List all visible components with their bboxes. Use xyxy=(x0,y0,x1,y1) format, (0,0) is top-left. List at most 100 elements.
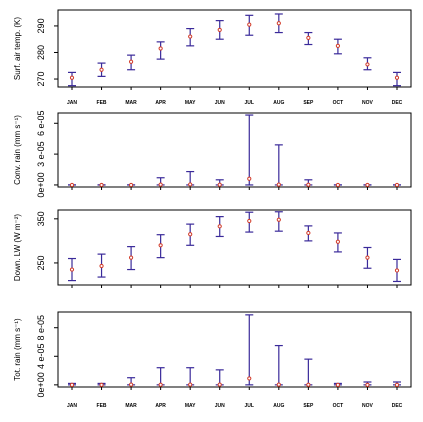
data-point xyxy=(188,232,193,237)
data-point xyxy=(306,182,311,187)
x-tick-label: AUG xyxy=(273,100,284,106)
data-point xyxy=(69,75,75,80)
error-bar xyxy=(156,367,165,386)
data-point xyxy=(128,382,134,387)
data-point xyxy=(365,62,370,67)
error-bar xyxy=(274,144,283,186)
error-bar xyxy=(274,344,283,386)
x-tick-label: MAR xyxy=(125,100,137,106)
plot-frame xyxy=(57,311,412,388)
x-tick-label: JUL xyxy=(245,100,254,106)
data-point xyxy=(69,182,75,188)
x-tick-label: JUN xyxy=(215,100,225,106)
data-point xyxy=(188,182,193,187)
data-point xyxy=(99,263,104,269)
x-tick-label: MAY xyxy=(185,100,196,106)
data-point xyxy=(276,382,281,387)
data-point xyxy=(217,224,222,229)
data-point xyxy=(365,255,370,260)
y-tick-label: 8 e-05 xyxy=(36,315,46,341)
error-bar xyxy=(245,114,254,186)
x-tick-label: JAN xyxy=(67,403,77,409)
data-point xyxy=(158,46,163,51)
data-point xyxy=(335,43,341,48)
x-tick-label: SEP xyxy=(303,100,314,106)
x-tick-label: OCT xyxy=(333,403,344,409)
x-tick-label: DEC xyxy=(392,403,403,409)
data-point xyxy=(335,382,341,387)
data-point xyxy=(306,35,311,40)
data-point xyxy=(217,182,222,187)
data-point xyxy=(276,182,281,187)
x-tick-label: AUG xyxy=(273,403,284,409)
y-axis-label: Surf. air temp. (K) xyxy=(13,17,22,80)
data-point xyxy=(128,182,134,188)
data-point xyxy=(306,382,311,387)
y-tick-label: 250 xyxy=(36,255,46,270)
y-tick-label: 6 e-05 xyxy=(36,111,46,137)
data-point xyxy=(217,382,222,387)
data-point xyxy=(365,182,370,188)
y-axis-label: Down. LW (W m⁻²) xyxy=(13,214,22,282)
data-point xyxy=(247,376,252,381)
x-tick-label: DEC xyxy=(392,100,403,106)
y-tick-label: 270 xyxy=(36,72,46,87)
data-point xyxy=(276,217,281,222)
x-tick-label: FEB xyxy=(97,100,107,106)
y-tick-label: 290 xyxy=(36,18,46,33)
data-point xyxy=(99,182,104,188)
data-point xyxy=(394,382,400,387)
panel-1: Surf. air temp. (K) 270 280 290 JAN FEB MAR APR… xyxy=(13,9,412,106)
data-point xyxy=(217,27,222,33)
x-tick-label: FEB xyxy=(97,403,107,409)
x-tick-label: APR xyxy=(155,100,166,106)
x-tick-label: OCT xyxy=(333,100,344,106)
y-tick-label: 3 e-05 xyxy=(36,141,46,167)
data-point xyxy=(247,176,252,181)
y-axis-label: Conv. rain (mm s⁻¹) xyxy=(13,115,22,185)
data-point xyxy=(188,382,193,387)
panel-4: Tot. rain (mm s⁻¹) 0e+00 4 e-05 8 e-05 JAN FE… xyxy=(13,311,412,409)
x-tick-label: APR xyxy=(155,403,166,409)
x-tick-label: MAR xyxy=(125,403,137,409)
data-point xyxy=(247,218,252,224)
data-point xyxy=(394,75,400,80)
data-point xyxy=(394,182,400,188)
x-tick-label: SEP xyxy=(303,403,314,409)
data-point xyxy=(365,382,370,387)
data-point xyxy=(394,268,400,273)
data-point xyxy=(99,382,104,387)
y-tick-label: 0e+00 xyxy=(36,372,46,397)
data-point xyxy=(69,382,75,387)
y-tick-label: 0e+00 xyxy=(36,172,46,197)
data-point xyxy=(128,59,134,64)
error-bar xyxy=(245,314,254,386)
data-point xyxy=(247,22,252,27)
data-point xyxy=(158,243,163,248)
plot-frame xyxy=(57,9,412,88)
panel-3: Down. LW (W m⁻²) 250 350 xyxy=(13,209,412,288)
y-axis-label: Tot. rain (mm s⁻¹) xyxy=(13,318,22,381)
x-tick-label: NOV xyxy=(362,100,374,106)
x-tick-label: JUL xyxy=(245,403,254,409)
data-point xyxy=(335,182,341,188)
data-point xyxy=(276,21,281,26)
data-point xyxy=(335,239,341,244)
error-bar xyxy=(304,358,313,386)
y-tick-label: 4 e-05 xyxy=(36,344,46,370)
panel-2: Conv. rain (mm s⁻¹) 0e+00 3 e-05 6 e-05 xyxy=(13,111,412,198)
x-tick-label: MAY xyxy=(185,403,196,409)
data-point xyxy=(188,34,193,39)
data-point xyxy=(69,267,75,272)
data-point xyxy=(128,255,134,260)
data-point xyxy=(306,230,311,236)
plot-frame xyxy=(57,209,412,286)
x-tick-label: JAN xyxy=(67,100,77,106)
x-tick-label: NOV xyxy=(362,403,374,409)
data-point xyxy=(158,182,163,187)
error-bar xyxy=(186,367,195,386)
plot-frame xyxy=(57,112,412,188)
y-tick-label: 280 xyxy=(36,45,46,60)
data-point xyxy=(99,67,104,72)
